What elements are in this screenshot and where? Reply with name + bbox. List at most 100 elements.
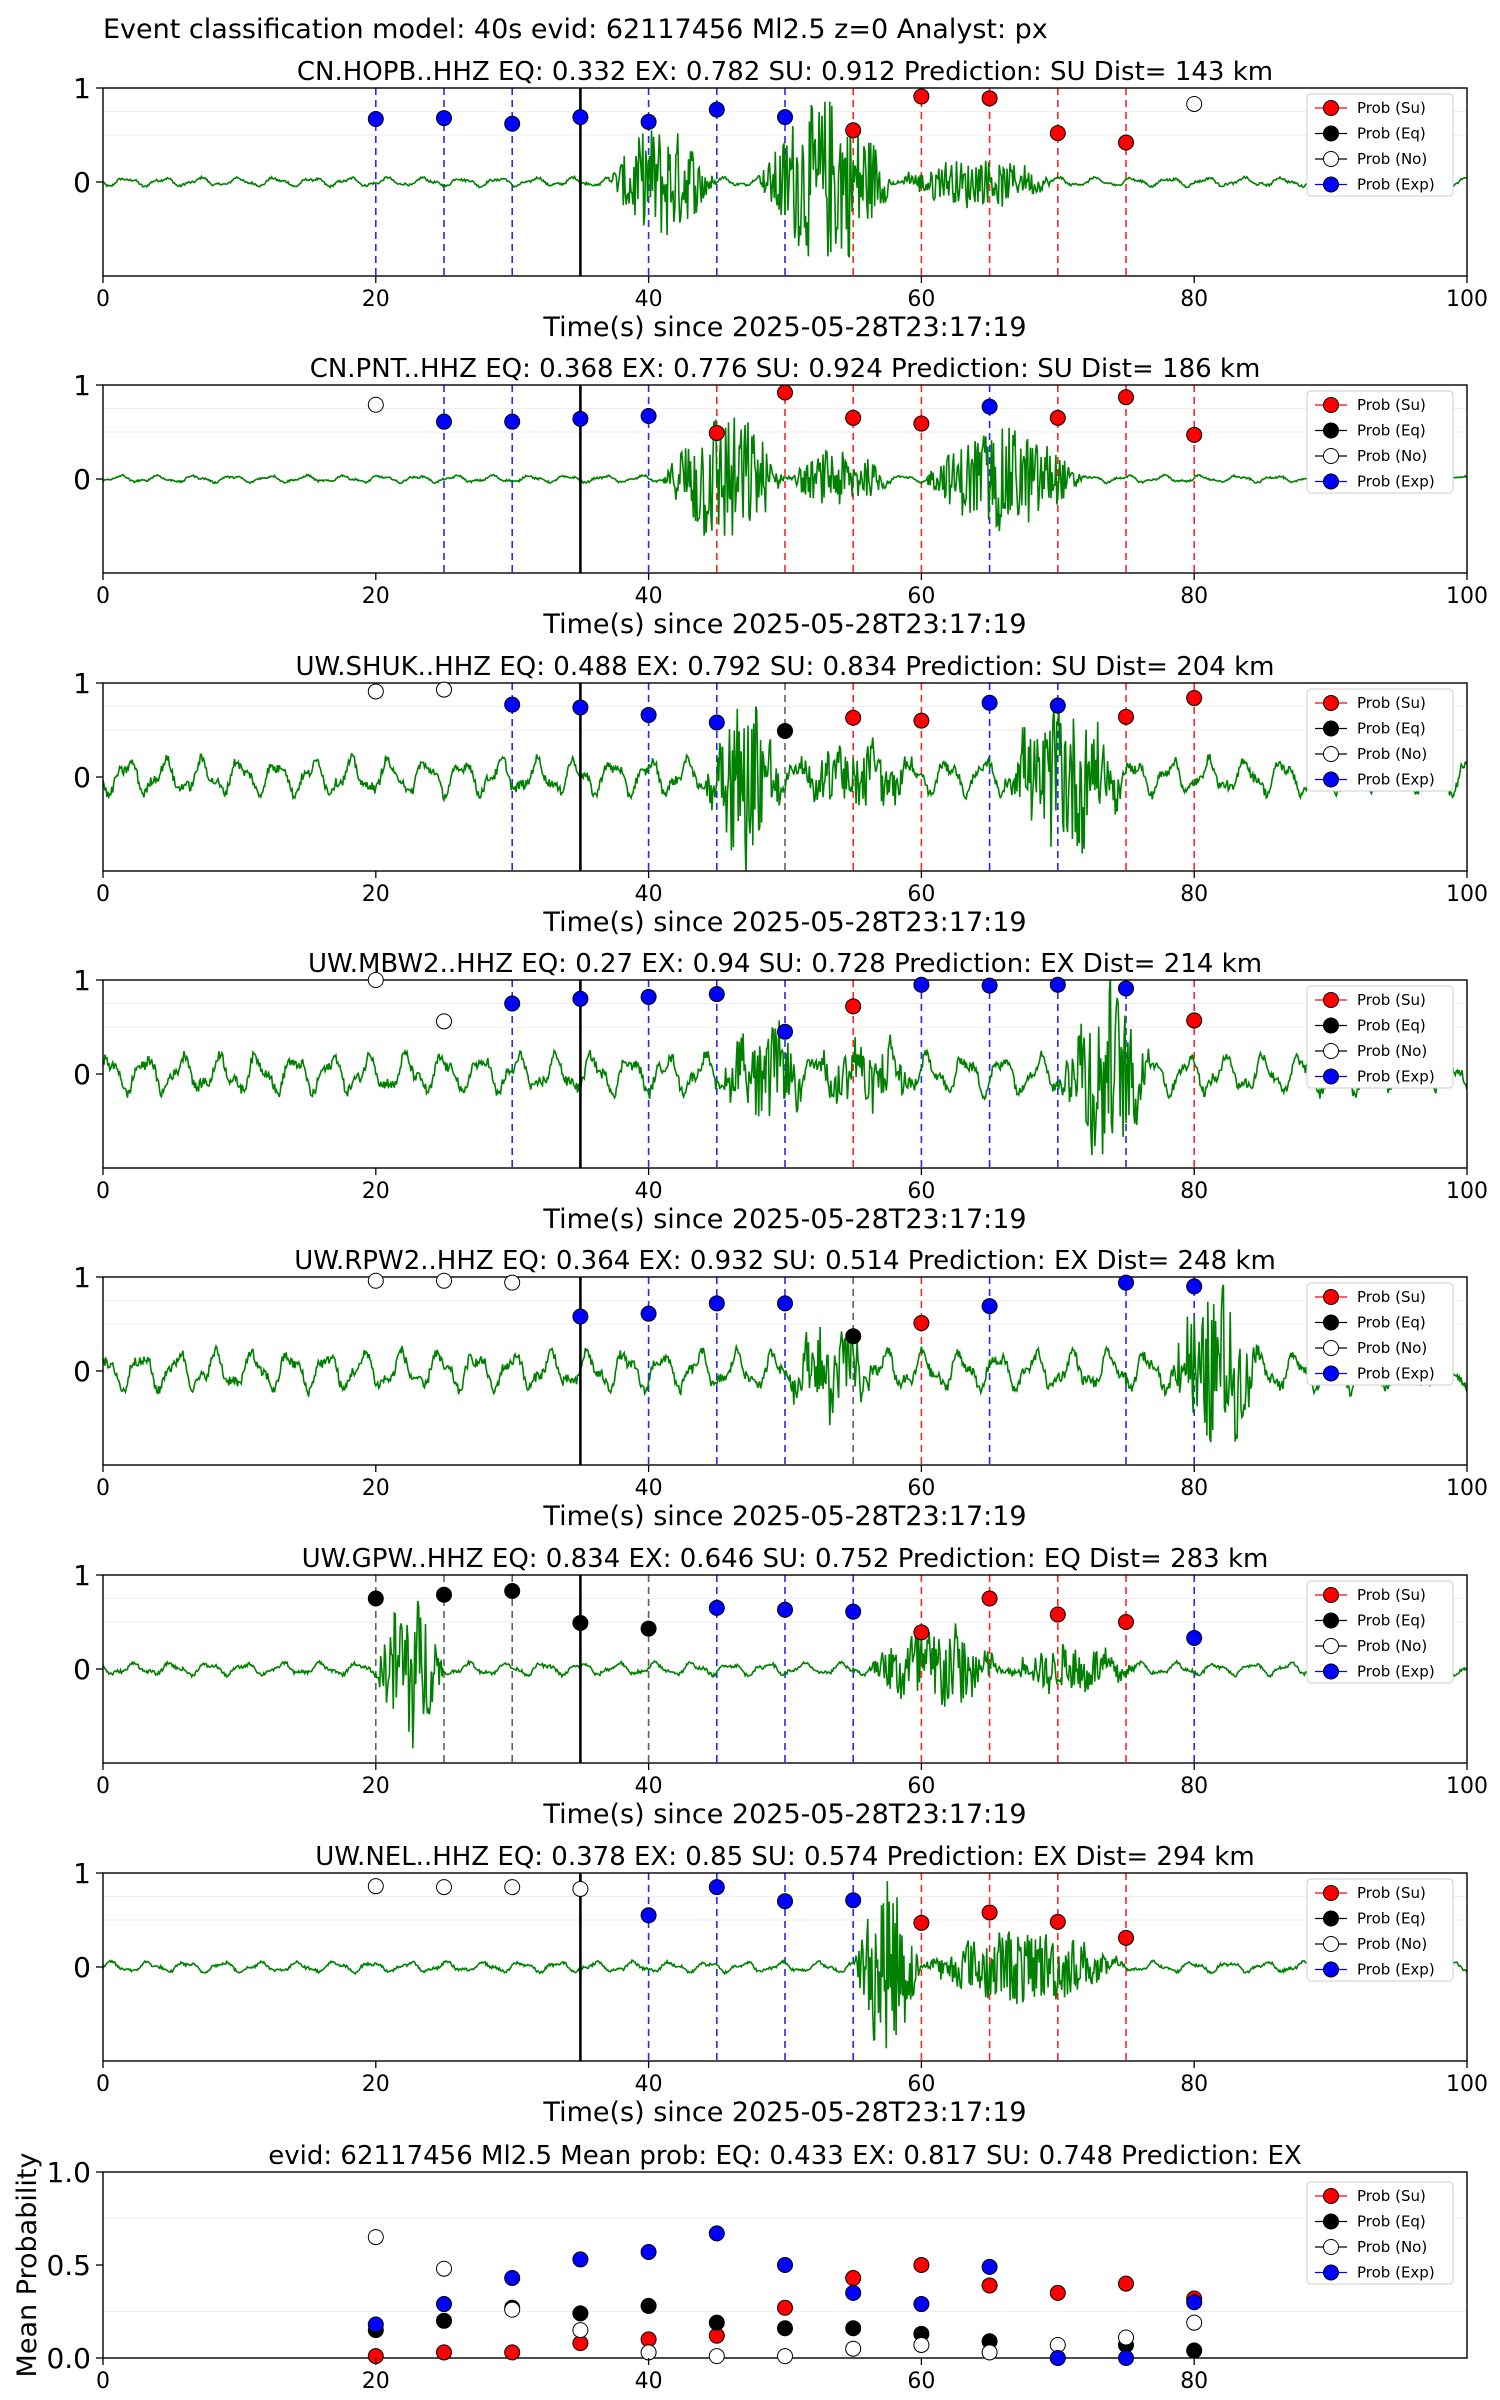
xtick-label: 100	[1446, 287, 1488, 312]
legend-marker-eq	[1323, 1314, 1339, 1331]
prob-point-exp	[708, 714, 725, 731]
mean-point-su	[777, 2299, 793, 2316]
prob-point-su	[777, 384, 793, 401]
panel-title: CN.PNT..HHZ EQ: 0.368 EX: 0.776 SU: 0.92…	[310, 354, 1261, 384]
panel-uw-gpw--hhz: UW.GPW..HHZ EQ: 0.834 EX: 0.646 SU: 0.75…	[73, 1544, 1488, 1830]
legend-label-eq: Prob (Eq)	[1357, 1910, 1426, 1928]
legend-label-su: Prob (Su)	[1357, 2187, 1426, 2205]
mean-point-exp	[572, 2251, 589, 2268]
waveform	[103, 1881, 1467, 2049]
legend-label-no: Prob (No)	[1357, 1637, 1427, 1655]
xtick-label: 80	[1180, 1476, 1208, 1501]
legend-label-no: Prob (No)	[1357, 1042, 1427, 1060]
mean-point-no	[504, 2301, 521, 2318]
prob-point-su	[1118, 389, 1134, 406]
xtick-label: 20	[362, 1476, 390, 1501]
panel-title: UW.RPW2..HHZ EQ: 0.364 EX: 0.932 SU: 0.5…	[294, 1246, 1276, 1276]
legend-marker-exp	[1323, 2264, 1339, 2281]
xtick-label: 20	[362, 1774, 390, 1799]
ytick-label: 1	[73, 369, 91, 402]
xtick-label: 60	[907, 1774, 935, 1799]
legend-marker-no	[1323, 746, 1339, 762]
prob-point-exp	[640, 988, 657, 1005]
legend-label-eq: Prob (Eq)	[1357, 125, 1426, 143]
prob-point-no	[504, 1274, 521, 1291]
legend-marker-eq	[1323, 2213, 1339, 2230]
legend: Prob (Su) Prob (Eq) Prob (No) Prob (Exp)	[1306, 390, 1454, 494]
legend-label-eq: Prob (Eq)	[1357, 1612, 1426, 1630]
prob-point-eq	[436, 1586, 452, 1603]
prob-point-su	[1049, 125, 1066, 142]
legend-marker-su	[1323, 1885, 1339, 1901]
mean-point-exp	[777, 2257, 793, 2273]
prob-point-exp	[1186, 1278, 1203, 1295]
prob-point-exp	[845, 1892, 862, 1909]
legend-frame	[1306, 93, 1454, 197]
legend-marker-exp	[1323, 1961, 1339, 1978]
x-axis-label: Time(s) since 2025-05-28T23:17:19	[542, 2097, 1026, 2128]
prob-point-exp	[1186, 1629, 1203, 1646]
legend-label-no: Prob (No)	[1357, 745, 1427, 763]
xtick-label: 40	[635, 2369, 663, 2394]
panel-title: UW.NEL..HHZ EQ: 0.378 EX: 0.85 SU: 0.574…	[315, 1842, 1254, 1872]
prob-point-exp	[504, 995, 521, 1012]
xtick-label: 60	[907, 1179, 935, 1204]
prob-point-su	[1118, 708, 1134, 725]
mean-point-exp	[708, 2225, 725, 2242]
prob-point-exp	[572, 990, 589, 1007]
mean-point-no	[572, 2322, 589, 2339]
legend-marker-eq	[1323, 720, 1339, 737]
legend-label-su: Prob (Su)	[1357, 396, 1426, 414]
xtick-label: 20	[362, 2072, 390, 2097]
prob-point-exp	[640, 1305, 657, 1322]
ytick-label: 1	[73, 72, 91, 105]
prob-point-exp	[640, 1907, 657, 1924]
prob-point-exp	[572, 109, 589, 126]
legend-marker-su	[1323, 2188, 1339, 2204]
x-axis-label: Time(s) since 2025-05-28T23:17:19	[542, 609, 1026, 640]
panel-uw-nel--hhz: UW.NEL..HHZ EQ: 0.378 EX: 0.85 SU: 0.574…	[73, 1842, 1488, 2128]
prob-point-su	[845, 998, 862, 1015]
ytick-label: 1	[73, 1857, 91, 1890]
legend-label-eq: Prob (Eq)	[1357, 2213, 1426, 2231]
x-axis-label: Time(s) since 2025-05-28T23:17:19	[542, 907, 1026, 938]
ytick-label: 0	[73, 1951, 91, 1984]
xtick-label: 0	[96, 2369, 110, 2394]
mean-point-no	[708, 2348, 725, 2365]
xtick-label: 100	[1446, 1179, 1488, 1204]
legend-frame	[1306, 1282, 1454, 1386]
prob-point-no	[436, 1879, 452, 1896]
legend-marker-exp	[1323, 473, 1339, 490]
panel-summary: evid: 62117456 Ml2.5 Mean prob: EQ: 0.43…	[12, 2141, 1468, 2394]
legend-label-no: Prob (No)	[1357, 2238, 1427, 2256]
legend-label-no: Prob (No)	[1357, 447, 1427, 465]
xtick-label: 0	[96, 584, 110, 609]
xtick-label: 40	[635, 584, 663, 609]
prob-point-su	[1186, 426, 1203, 443]
ytick-label: 0	[73, 1058, 91, 1091]
prob-point-exp	[572, 699, 589, 716]
legend-label-su: Prob (Su)	[1357, 99, 1426, 117]
xtick-label: 40	[635, 2072, 663, 2097]
prob-point-no	[436, 1013, 452, 1030]
prob-point-exp	[845, 1603, 862, 1620]
prob-point-su	[981, 90, 998, 107]
ytick-label: 0.5	[46, 2249, 91, 2282]
mean-point-no	[981, 2344, 998, 2361]
prob-point-exp	[504, 696, 521, 713]
xtick-label: 40	[635, 1179, 663, 1204]
legend-marker-no	[1323, 1638, 1339, 1654]
prob-point-no	[504, 1879, 521, 1896]
waveform	[103, 705, 1467, 871]
mean-point-su	[504, 2344, 521, 2361]
legend-marker-su	[1323, 695, 1339, 711]
mean-point-eq	[708, 2314, 725, 2331]
prob-point-exp	[572, 1308, 589, 1325]
legend: Prob (Su) Prob (Eq) Prob (No) Prob (Exp)	[1306, 688, 1454, 792]
prob-point-exp	[1118, 980, 1134, 997]
xtick-label: 60	[907, 2369, 935, 2394]
legend-marker-su	[1323, 100, 1339, 116]
legend-frame	[1306, 688, 1454, 792]
mean-point-exp	[436, 2296, 452, 2313]
